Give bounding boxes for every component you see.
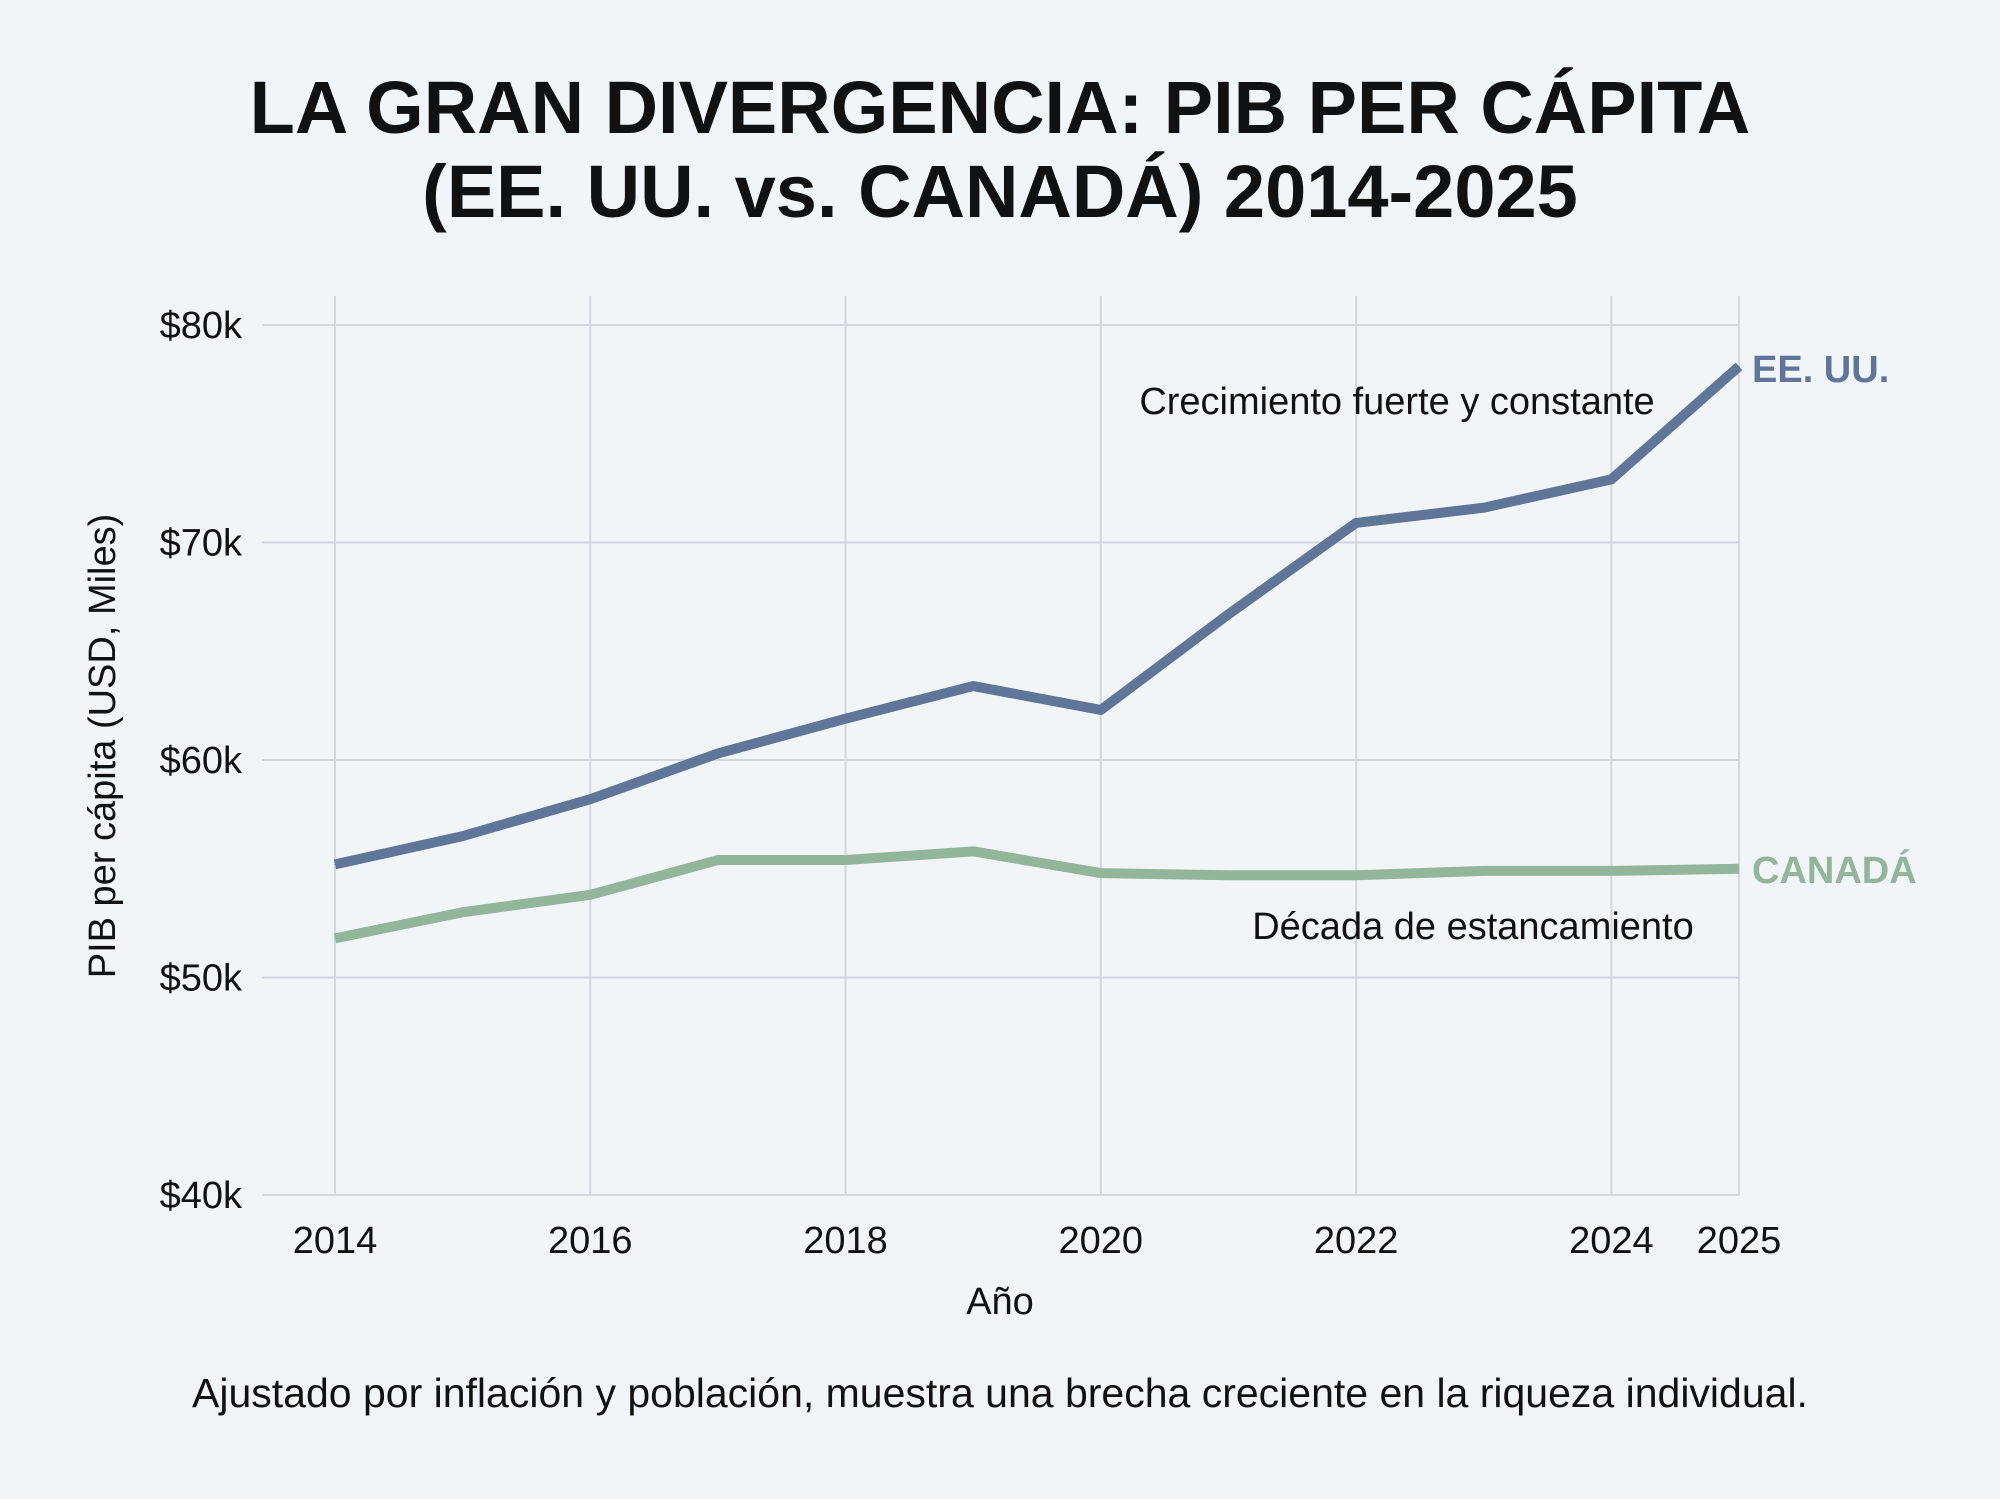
data-point	[1738, 868, 1740, 870]
y-tick-label: $80k	[160, 305, 243, 347]
x-tick-label: 2022	[1314, 1220, 1399, 1262]
data-point	[1610, 870, 1612, 872]
chart-title-line-2: (EE. UU. vs. CANADÁ) 2014-2025	[422, 150, 1578, 233]
x-tick-label: 2025	[1697, 1220, 1782, 1262]
x-tick-label: 2020	[1059, 1220, 1144, 1262]
data-point	[717, 752, 719, 754]
data-point	[462, 911, 464, 913]
data-point	[1355, 874, 1357, 876]
data-point	[972, 850, 974, 852]
data-point	[845, 718, 847, 720]
x-axis-label: Año	[966, 1281, 1034, 1323]
annotation-us-growth: Crecimiento fuerte y constante	[1139, 381, 1654, 423]
data-point	[1227, 613, 1229, 615]
series-line-us	[333, 362, 1743, 870]
data-point	[1610, 478, 1612, 480]
series-label-canada: CANADÁ	[1752, 848, 1917, 892]
series-label-us: EE. UU.	[1752, 349, 1889, 391]
data-point	[1483, 870, 1485, 872]
data-point	[589, 798, 591, 800]
chart-title-line-1: LA GRAN DIVERGENCIA: PIB PER CÁPITA	[249, 66, 1751, 149]
data-point	[1355, 522, 1357, 524]
y-tick-label: $40k	[160, 1175, 243, 1217]
data-point	[334, 863, 336, 865]
series-line-canada	[333, 846, 1740, 944]
y-tick-label: $70k	[160, 523, 243, 565]
x-tick-label: 2016	[548, 1220, 633, 1262]
footnote: Ajustado por inflación y población, mues…	[192, 1370, 1808, 1416]
data-point	[589, 894, 591, 896]
y-tick-label: $50k	[160, 958, 243, 1000]
data-point	[1483, 507, 1485, 509]
data-point	[972, 685, 974, 687]
data-point	[334, 937, 336, 939]
y-tick-label: $60k	[160, 740, 243, 782]
data-point	[1227, 874, 1229, 876]
data-point	[462, 835, 464, 837]
annotation-canada-stagnation: Década de estancamiento	[1252, 906, 1694, 948]
data-point	[1100, 872, 1102, 874]
x-tick-label: 2024	[1569, 1220, 1654, 1262]
x-tick-label: 2018	[803, 1220, 888, 1262]
data-point	[717, 859, 719, 861]
data-point	[1738, 365, 1740, 367]
x-tick-label: 2014	[293, 1220, 378, 1262]
data-point	[845, 859, 847, 861]
y-axis-label: PIB per cápita (USD, Miles)	[82, 514, 124, 979]
data-point	[1100, 709, 1102, 711]
